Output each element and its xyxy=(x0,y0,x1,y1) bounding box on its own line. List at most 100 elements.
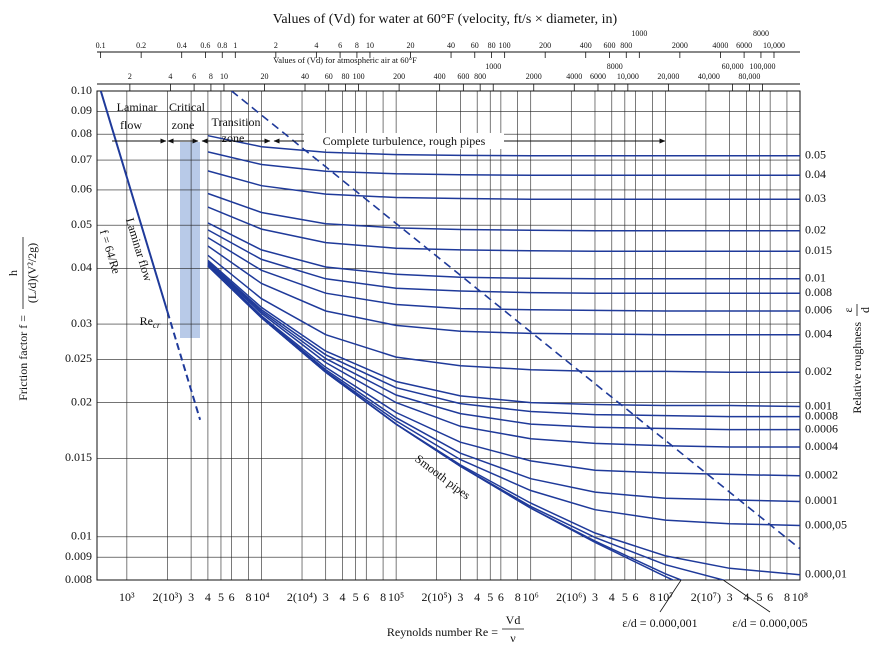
laminar-extension xyxy=(166,311,202,421)
roughness-curve xyxy=(207,245,800,336)
roughness-curve xyxy=(207,262,800,431)
y-tick-label: 0.015 xyxy=(65,450,92,464)
roughness-curve xyxy=(207,170,800,200)
top-tick-label: 4000 xyxy=(566,72,582,81)
label-backdrop xyxy=(304,133,504,149)
x-tick-label: 3 xyxy=(727,590,733,604)
roughness-label: 0.05 xyxy=(805,147,826,161)
top-tick-label: 200 xyxy=(393,72,405,81)
top-tick-label: 4 xyxy=(314,41,318,50)
zone-label: Complete turbulence, rough pipes xyxy=(323,134,486,148)
x-label-denominator: ν xyxy=(510,631,516,645)
top-tick-label: 2 xyxy=(128,72,132,81)
plot-frame xyxy=(96,90,801,581)
roughness-label: 0.04 xyxy=(805,167,826,181)
top-tick-label: 100,000 xyxy=(749,62,775,71)
y2-label-numerator: ε xyxy=(841,307,855,312)
y-tick-label: 0.09 xyxy=(71,103,92,117)
top-tick-label: 6 xyxy=(338,41,342,50)
top-tick-label: 2000 xyxy=(526,72,542,81)
roughness-curve xyxy=(207,134,800,157)
roughness-label: 0.0008 xyxy=(805,408,838,422)
top-tick-label: 100 xyxy=(499,41,511,50)
x-tick-label: 6 xyxy=(498,590,504,604)
top-tick-label: 0.4 xyxy=(177,41,187,50)
x-tick-label: 8 xyxy=(649,590,655,604)
x-tick-label: 8 xyxy=(515,590,521,604)
top-tick-label: 10,000 xyxy=(763,41,785,50)
roughness-curve xyxy=(207,259,800,408)
x-tick-label: 2(10³) xyxy=(153,590,183,604)
top-tick-label: 2000 xyxy=(672,41,688,50)
top-tick-label: 1000 xyxy=(631,29,647,38)
top-tick-label: 0.8 xyxy=(217,41,227,50)
x-tick-label: 4 xyxy=(743,590,749,604)
y-tick-label: 0.04 xyxy=(71,260,92,274)
x-tick-label: 10⁸ xyxy=(792,590,808,604)
y-tick-label: 0.03 xyxy=(71,316,92,330)
y-axis-label: Friction factor f = h (L/d)(V²/2g) xyxy=(6,237,39,401)
y-label: Friction factor f = xyxy=(16,315,30,401)
top-tick-label: 40,000 xyxy=(698,72,720,81)
roughness-curve xyxy=(207,261,800,418)
top-tick-label: 2 xyxy=(274,41,278,50)
x-tick-label: 4 xyxy=(205,590,211,604)
top-tick-label: 8 xyxy=(209,72,213,81)
leader-line xyxy=(722,579,771,613)
roughness-label: 0.01 xyxy=(805,271,826,285)
critical-re-base: Re xyxy=(140,314,153,328)
y-tick-label: 0.05 xyxy=(71,217,92,231)
roughness-curve xyxy=(207,236,800,312)
top-tick-label: 80 xyxy=(488,41,496,50)
top-tick-label: 6 xyxy=(192,72,196,81)
top-tick-label: 10 xyxy=(220,72,228,81)
roughness-curve xyxy=(207,222,800,280)
roughness-curve xyxy=(207,264,800,477)
zone-label: Critical xyxy=(169,100,206,114)
top-tick-label: 800 xyxy=(474,72,486,81)
top-tick-label: 40 xyxy=(447,41,455,50)
top-tick-label: 800 xyxy=(620,41,632,50)
top-tick-label: 60,000 xyxy=(722,62,744,71)
top-tick-label: 400 xyxy=(434,72,446,81)
roughness-label: 0.0001 xyxy=(805,493,838,507)
top-tick-label: 20 xyxy=(260,72,268,81)
x-tick-label: 6 xyxy=(767,590,773,604)
roughness-label: 0.002 xyxy=(805,364,832,378)
roughness-curve xyxy=(207,254,800,373)
x-tick-label: 8 xyxy=(380,590,386,604)
x-tick-label: 5 xyxy=(622,590,628,604)
x-tick-label: 3 xyxy=(457,590,463,604)
x-tick-label: 10⁶ xyxy=(523,590,539,604)
y-tick-label: 0.008 xyxy=(65,572,92,586)
x-tick-label: 10⁴ xyxy=(253,590,269,604)
roughness-label: ε/d = 0.000,001 xyxy=(622,616,697,630)
x-tick-label: 5 xyxy=(756,590,762,604)
top-tick-label: 40 xyxy=(301,72,309,81)
roughness-label: 0.008 xyxy=(805,285,832,299)
x-tick-label: 3 xyxy=(592,590,598,604)
top-tick-label: 8 xyxy=(355,41,359,50)
x-tick-label: 4 xyxy=(474,590,480,604)
x-tick-label: 2(10⁵) xyxy=(422,590,452,604)
top-tick-label: 200 xyxy=(539,41,551,50)
x-tick-label: 6 xyxy=(633,590,639,604)
roughness-label: 0.03 xyxy=(805,191,826,205)
chart-title: Values of (Vd) for water at 60°F (veloci… xyxy=(273,12,618,27)
critical-re-label: Recr xyxy=(140,314,161,330)
top-tick-label: 60 xyxy=(325,72,333,81)
top-tick-label: 20,000 xyxy=(657,72,679,81)
x-tick-label: 10³ xyxy=(119,590,135,604)
x-tick-label: 2(10⁶) xyxy=(556,590,586,604)
top-tick-label: 1000 xyxy=(485,62,501,71)
air-axis-title: Values of (Vd) for atmospheric air at 60… xyxy=(273,55,417,65)
top-tick-label: 0.1 xyxy=(96,41,106,50)
roughness-label: 0.004 xyxy=(805,326,832,340)
roughness-label: 0.015 xyxy=(805,243,832,257)
top-tick-label: 10,000 xyxy=(617,72,639,81)
x-tick-label: 5 xyxy=(487,590,493,604)
roughness-label: 0.0004 xyxy=(805,439,838,453)
top-tick-label: 4000 xyxy=(712,41,728,50)
